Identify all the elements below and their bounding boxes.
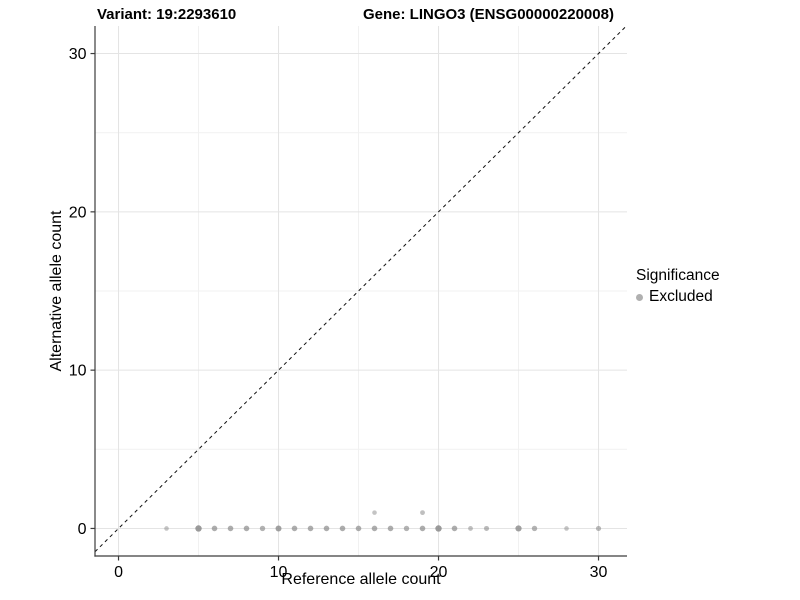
x-axis-label: Reference allele count <box>281 571 441 588</box>
data-point <box>595 525 602 532</box>
data-points <box>164 510 602 532</box>
legend-entry-label: Excluded <box>649 288 713 305</box>
data-point <box>227 525 234 532</box>
plot-title-variant: Variant: 19:2293610 <box>97 6 237 23</box>
data-point <box>372 510 377 515</box>
data-point <box>291 525 298 532</box>
grid-major <box>95 26 627 556</box>
data-point <box>451 525 458 532</box>
tick-label: 10 <box>69 363 87 380</box>
plot-title-gene: Gene: LINGO3 (ENSG00000220008) <box>363 6 614 23</box>
data-point <box>339 525 346 532</box>
tick-label: 10 <box>270 564 288 581</box>
tick-label: 20 <box>430 564 448 581</box>
tick-label: 30 <box>590 564 608 581</box>
data-point <box>435 525 442 532</box>
data-point <box>195 525 202 532</box>
data-point <box>531 525 538 532</box>
tick-label: 0 <box>78 521 87 538</box>
tick-labels: 0 10 20 30 0 10 20 30 <box>69 46 608 581</box>
tick-label: 20 <box>69 204 87 221</box>
data-point <box>564 526 569 531</box>
data-point <box>484 525 490 531</box>
data-point <box>403 525 410 532</box>
tick-label: 0 <box>114 564 123 581</box>
data-point <box>323 525 330 532</box>
axes <box>90 26 627 561</box>
data-point <box>307 525 314 532</box>
legend: Significance Excluded <box>636 267 720 306</box>
data-point <box>243 525 250 532</box>
data-point <box>419 525 426 532</box>
legend-title: Significance <box>636 267 720 284</box>
data-point <box>355 525 362 532</box>
data-point <box>420 510 425 516</box>
legend-entry-excluded: Excluded <box>636 288 720 306</box>
y-axis-label: Alternative allele count <box>48 210 65 372</box>
data-point <box>515 525 522 532</box>
grid-minor <box>95 26 627 556</box>
excluded-point-icon <box>636 293 643 301</box>
data-point <box>275 525 282 532</box>
data-point <box>211 525 218 532</box>
data-point <box>371 525 378 532</box>
data-point <box>164 526 169 531</box>
identity-line <box>94 25 627 553</box>
tick-label: 30 <box>69 46 87 63</box>
data-point <box>259 525 266 532</box>
data-point <box>468 526 473 531</box>
data-point <box>387 525 394 532</box>
